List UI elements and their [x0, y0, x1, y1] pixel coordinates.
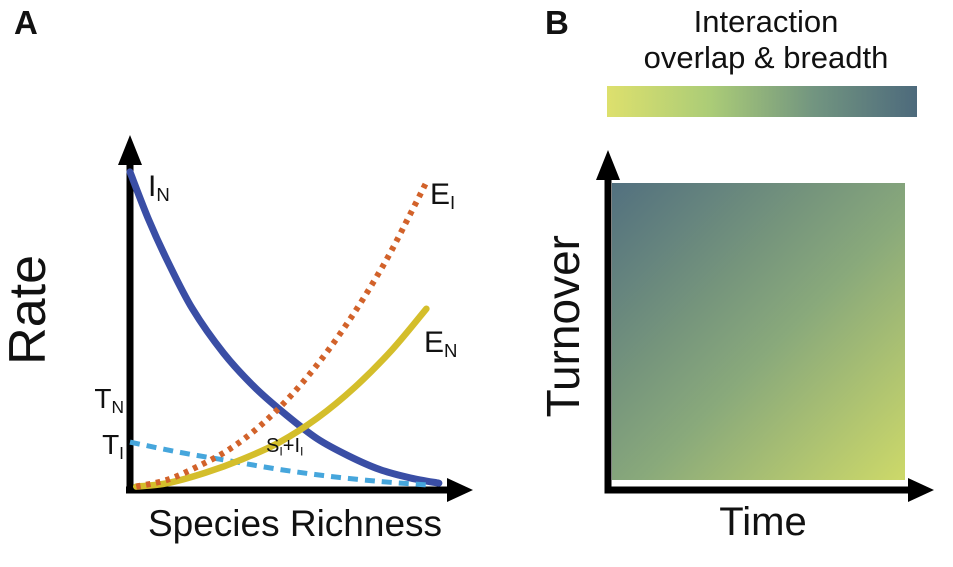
- in-sub: N: [156, 184, 170, 206]
- curve-label-si-ii: SI+II: [266, 436, 304, 458]
- panel-a-label: A: [14, 4, 38, 41]
- y-axis-arrowhead-icon: [118, 135, 142, 165]
- ti-sub: I: [119, 442, 124, 463]
- y-axis-arrowhead-icon: [596, 150, 620, 180]
- panel-a-plot: [118, 135, 473, 502]
- curve-label-ei: EI: [430, 180, 455, 213]
- panel-b-title-line1: Interaction: [693, 4, 839, 39]
- panel-b-plot: [596, 150, 934, 502]
- si-sub2: I: [300, 444, 304, 459]
- heatmap: [612, 183, 905, 480]
- en-sub: N: [444, 340, 458, 362]
- si-part1: S: [266, 435, 280, 457]
- y-tick-label-tn: TN: [84, 383, 124, 417]
- ei-sub: I: [450, 192, 456, 214]
- panel-a-curves: [126, 168, 443, 490]
- in-main: I: [148, 170, 157, 203]
- curve-e-n: [132, 305, 430, 490]
- y-tick-label-ti: TI: [84, 429, 124, 463]
- ei-main: E: [430, 178, 451, 211]
- si-part2: +I: [282, 435, 301, 457]
- x-axis-arrowhead-icon: [908, 478, 934, 502]
- panel-a-x-axis-title: Species Richness: [147, 503, 443, 544]
- panel-b-label: B: [545, 4, 569, 41]
- tn-sub: N: [111, 396, 124, 417]
- curve-label-en: EN: [424, 328, 457, 361]
- panel-b-y-axis-title: Turnover: [537, 235, 589, 418]
- panel-a-y-axis-title: Rate: [0, 255, 57, 365]
- panel-b-x-axis-title: Time: [719, 500, 807, 544]
- curve-i-n: [126, 168, 443, 487]
- x-axis-arrowhead-icon: [447, 478, 473, 502]
- curve-label-in: IN: [148, 172, 170, 205]
- tn-main: T: [94, 383, 112, 414]
- en-main: E: [424, 326, 445, 359]
- panel-b-title-line2: overlap & breadth: [643, 40, 889, 75]
- si-sub1: I: [279, 444, 283, 459]
- panel-a-axes: [118, 135, 473, 502]
- panel-b-axes: [596, 150, 934, 502]
- ti-main: T: [102, 429, 120, 460]
- colorbar: [607, 86, 917, 117]
